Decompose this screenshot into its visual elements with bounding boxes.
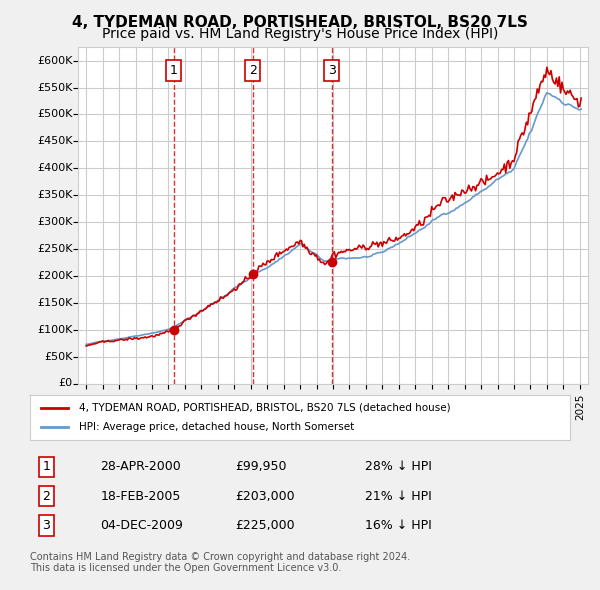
Text: £50K: £50K — [44, 352, 73, 362]
Text: £500K: £500K — [38, 110, 73, 119]
Text: 28% ↓ HPI: 28% ↓ HPI — [365, 460, 431, 473]
Text: Contains HM Land Registry data © Crown copyright and database right 2024.
This d: Contains HM Land Registry data © Crown c… — [30, 552, 410, 573]
Text: 16% ↓ HPI: 16% ↓ HPI — [365, 519, 431, 532]
Text: 1: 1 — [42, 460, 50, 473]
Text: £450K: £450K — [37, 136, 73, 146]
Text: 1: 1 — [170, 64, 178, 77]
Text: £203,000: £203,000 — [235, 490, 295, 503]
Text: £350K: £350K — [38, 190, 73, 200]
Text: £250K: £250K — [37, 244, 73, 254]
Text: 2: 2 — [249, 64, 257, 77]
Text: HPI: Average price, detached house, North Somerset: HPI: Average price, detached house, Nort… — [79, 422, 354, 432]
Text: 21% ↓ HPI: 21% ↓ HPI — [365, 490, 431, 503]
Text: £600K: £600K — [38, 55, 73, 65]
Text: £400K: £400K — [37, 163, 73, 173]
Text: 4, TYDEMAN ROAD, PORTISHEAD, BRISTOL, BS20 7LS: 4, TYDEMAN ROAD, PORTISHEAD, BRISTOL, BS… — [72, 15, 528, 30]
Text: 28-APR-2000: 28-APR-2000 — [100, 460, 181, 473]
Text: £550K: £550K — [38, 83, 73, 93]
Text: £150K: £150K — [38, 298, 73, 308]
Text: 3: 3 — [328, 64, 335, 77]
Text: 3: 3 — [42, 519, 50, 532]
Text: 04-DEC-2009: 04-DEC-2009 — [100, 519, 183, 532]
Text: 2: 2 — [42, 490, 50, 503]
Text: £100K: £100K — [38, 324, 73, 335]
Text: £0: £0 — [59, 379, 73, 388]
Text: £99,950: £99,950 — [235, 460, 287, 473]
Text: £225,000: £225,000 — [235, 519, 295, 532]
Text: Price paid vs. HM Land Registry's House Price Index (HPI): Price paid vs. HM Land Registry's House … — [102, 27, 498, 41]
Text: 4, TYDEMAN ROAD, PORTISHEAD, BRISTOL, BS20 7LS (detached house): 4, TYDEMAN ROAD, PORTISHEAD, BRISTOL, BS… — [79, 403, 450, 412]
Text: 18-FEB-2005: 18-FEB-2005 — [100, 490, 181, 503]
Text: £200K: £200K — [37, 271, 73, 281]
Text: £300K: £300K — [38, 217, 73, 227]
